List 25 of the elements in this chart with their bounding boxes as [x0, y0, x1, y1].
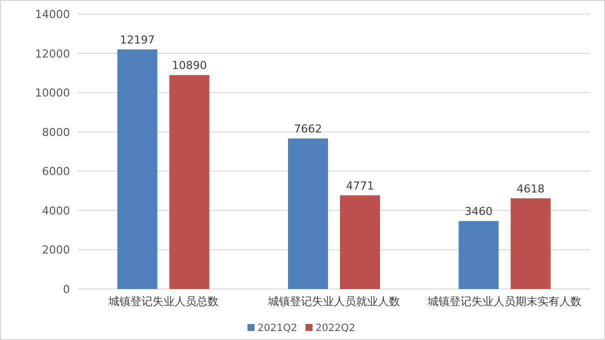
x-tick-label: 城镇登记失业人员总数 [107, 295, 218, 308]
data-label: 7662 [294, 122, 322, 136]
y-tick-label: 6000 [42, 165, 70, 178]
y-tick-label: 14000 [35, 8, 70, 21]
bar [288, 138, 328, 289]
x-tick-label: 城镇登记失业人员就业人数 [267, 295, 400, 308]
legend-label: 2022Q2 [316, 323, 356, 334]
y-tick-label: 4000 [42, 204, 70, 218]
y-tick-label: 8000 [42, 126, 70, 139]
y-tick-label: 10000 [35, 86, 70, 100]
bar [510, 198, 551, 289]
data-label: 4771 [346, 179, 374, 192]
bar [458, 221, 499, 289]
data-label: 12197 [120, 33, 155, 46]
y-tick-label: 0 [63, 283, 70, 296]
bar [117, 49, 158, 289]
x-tick-label: 城镇登记失业人员期末实有人数 [426, 295, 582, 308]
bar [340, 195, 380, 289]
data-label: 10890 [172, 59, 207, 72]
legend-label: 2021Q2 [258, 323, 298, 334]
y-tick-label: 12000 [35, 47, 70, 60]
y-tick-label: 2000 [42, 244, 70, 257]
data-label: 4618 [516, 182, 545, 196]
bar [169, 75, 210, 289]
data-label: 3460 [464, 205, 493, 218]
